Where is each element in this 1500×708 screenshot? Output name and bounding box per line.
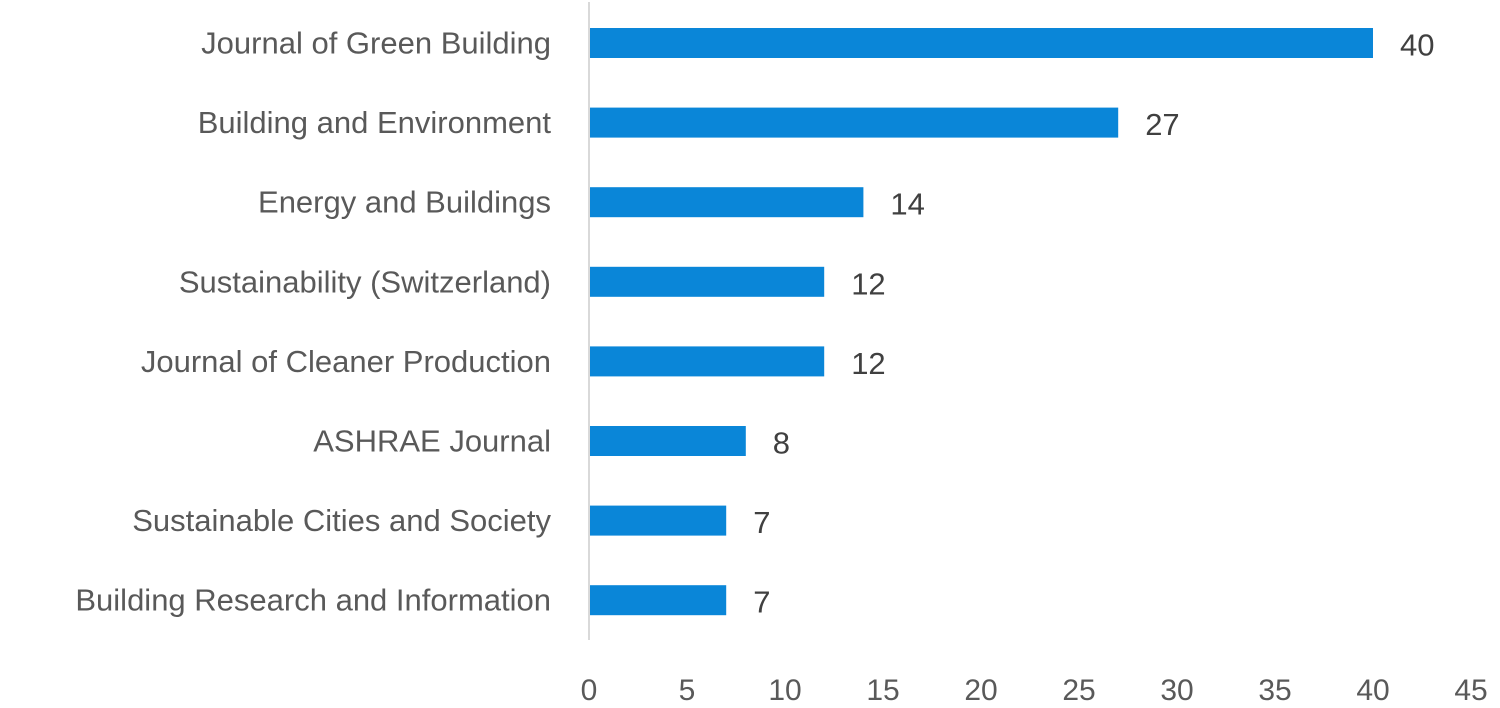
x-axis-tick-labels: 0 5 10 15 20 25 30 35 40 45: [581, 674, 1488, 707]
category-label: Building Research and Information: [75, 583, 551, 618]
data-label: 7: [753, 505, 770, 540]
bars-group: [589, 28, 1373, 616]
x-tick-label: 10: [768, 674, 801, 707]
category-label: Sustainable Cities and Society: [132, 503, 551, 538]
bar: [589, 187, 864, 218]
bar: [589, 585, 727, 616]
category-label: Journal of Cleaner Production: [141, 344, 551, 379]
x-tick-label: 45: [1454, 674, 1487, 707]
x-tick-label: 20: [964, 674, 997, 707]
data-label: 7: [753, 585, 770, 620]
x-tick-label: 35: [1258, 674, 1291, 707]
x-tick-label: 25: [1062, 674, 1095, 707]
bar: [589, 266, 825, 297]
data-label: 12: [851, 346, 885, 381]
category-label: Building and Environment: [198, 105, 552, 140]
bar: [589, 505, 727, 536]
category-label: ASHRAE Journal: [313, 424, 551, 459]
x-tick-label: 5: [679, 674, 696, 707]
bar: [589, 426, 746, 456]
x-tick-label: 40: [1356, 674, 1389, 707]
category-label: Energy and Buildings: [258, 185, 551, 220]
x-tick-label: 30: [1160, 674, 1193, 707]
data-label: 12: [851, 266, 885, 301]
category-label: Journal of Green Building: [201, 26, 551, 61]
x-tick-label: 0: [581, 674, 598, 707]
data-label: 27: [1145, 107, 1179, 142]
category-labels: Journal of Green Building Building and En…: [75, 26, 551, 618]
data-label: 40: [1400, 28, 1434, 63]
data-labels: 40 27 14 12 12 8 7 7: [753, 28, 1434, 620]
x-tick-label: 15: [866, 674, 899, 707]
data-label: 14: [890, 187, 924, 222]
bar: [589, 346, 825, 377]
category-label: Sustainability (Switzerland): [179, 264, 551, 299]
bar: [589, 28, 1373, 58]
bar: [589, 107, 1119, 138]
data-label: 8: [773, 426, 790, 461]
